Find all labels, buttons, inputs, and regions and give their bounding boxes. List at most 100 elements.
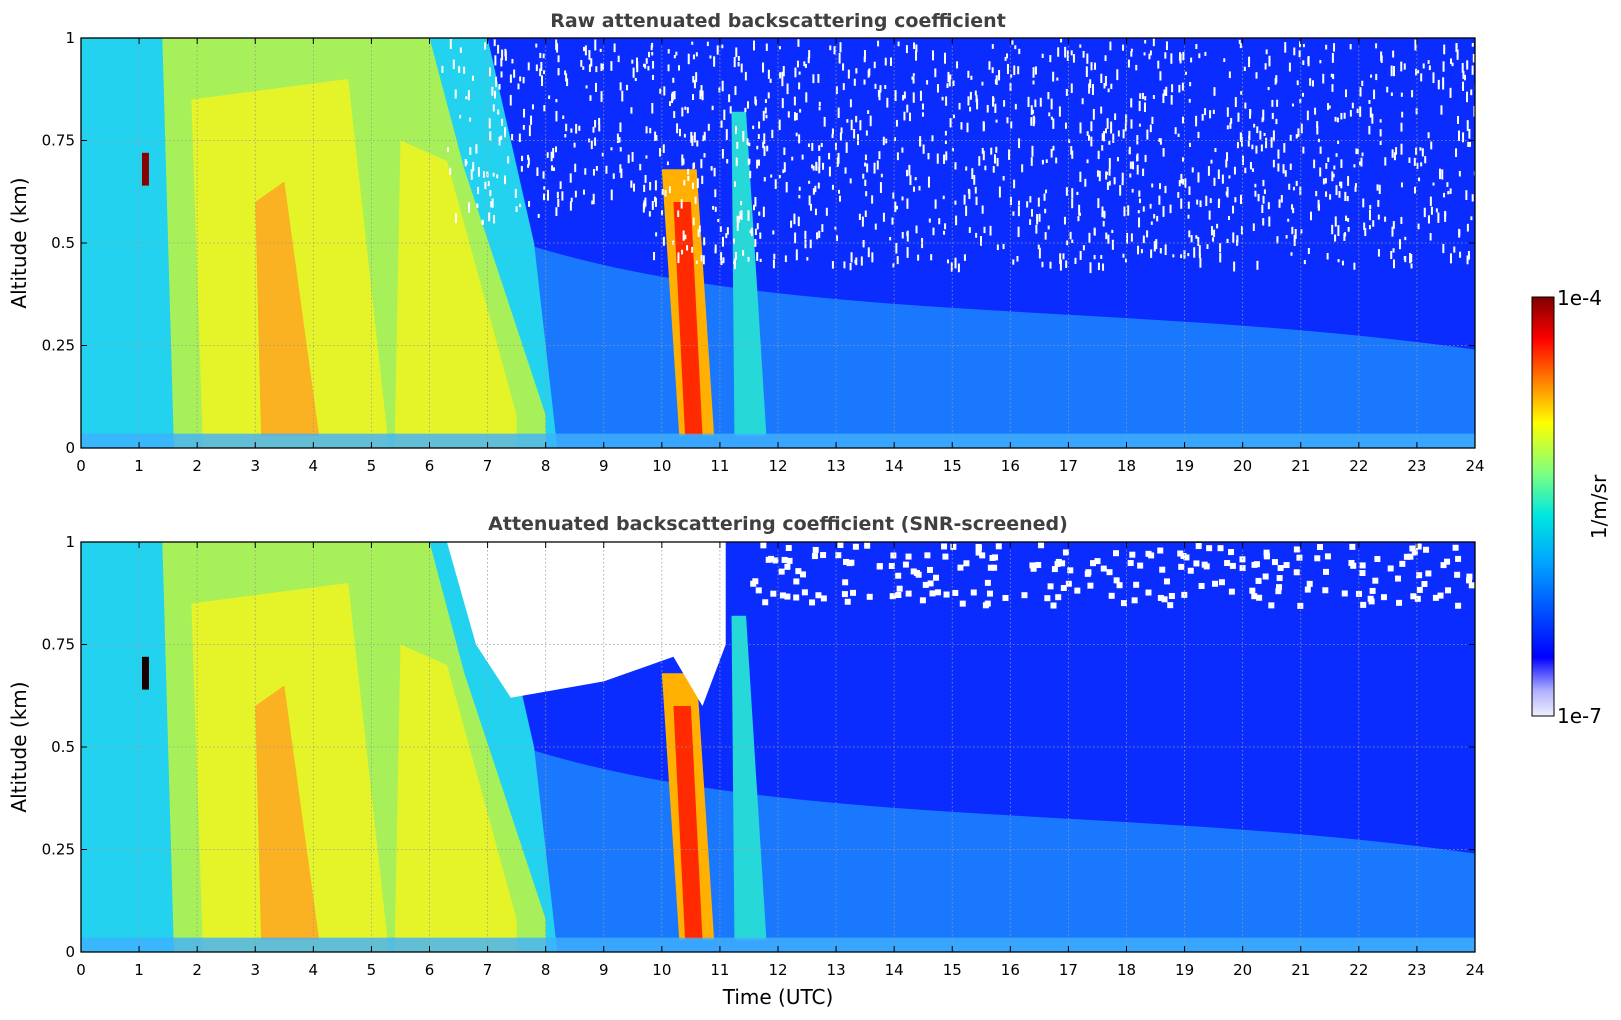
noise-pixel	[477, 186, 480, 194]
noise-pixel	[831, 133, 834, 139]
noise-pixel	[542, 171, 545, 179]
noise-pixel	[1247, 140, 1250, 147]
noise-pixel	[1340, 159, 1343, 168]
noise-pixel	[1130, 233, 1133, 242]
noise-pixel	[762, 62, 765, 73]
noise-pixel	[1239, 194, 1242, 205]
noise-pixel	[1437, 212, 1440, 223]
noise-pixel	[1216, 223, 1219, 229]
noise-pixel	[1102, 220, 1105, 227]
noise-pixel	[463, 66, 466, 74]
screened-pixel	[1440, 562, 1447, 569]
noise-pixel	[487, 181, 490, 187]
noise-pixel	[1162, 93, 1165, 104]
noise-pixel	[1232, 232, 1235, 243]
noise-pixel	[601, 63, 604, 70]
noise-pixel	[1008, 149, 1011, 160]
noise-pixel	[1354, 186, 1357, 192]
noise-pixel	[1376, 184, 1379, 191]
noise-pixel	[564, 70, 567, 76]
noise-pixel	[1300, 123, 1303, 134]
noise-pixel	[1002, 175, 1005, 181]
noise-pixel	[950, 262, 953, 272]
screened-pixel	[1161, 596, 1168, 603]
noise-pixel	[1238, 39, 1241, 44]
noise-pixel	[783, 162, 786, 173]
noise-pixel	[1018, 48, 1021, 55]
noise-pixel	[734, 86, 737, 96]
noise-pixel	[575, 123, 578, 134]
noise-pixel	[1409, 252, 1412, 264]
field-fog-peak	[255, 685, 320, 940]
noise-pixel	[720, 260, 723, 266]
noise-pixel	[934, 68, 937, 78]
noise-pixel	[543, 193, 546, 201]
noise-pixel	[1361, 152, 1364, 157]
noise-pixel	[486, 174, 489, 178]
noise-pixel	[974, 90, 977, 96]
noise-pixel	[809, 239, 812, 249]
noise-pixel	[1014, 45, 1017, 50]
noise-pixel	[906, 169, 909, 177]
noise-pixel	[498, 84, 501, 90]
noise-pixel	[454, 89, 457, 99]
screened-pixel	[1217, 545, 1224, 552]
noise-pixel	[1212, 109, 1215, 114]
screened-pixel	[1262, 573, 1269, 580]
field-plume-1130	[731, 615, 767, 940]
x-tick-label: 19	[1175, 457, 1194, 475]
noise-pixel	[850, 252, 853, 263]
noise-pixel	[1291, 103, 1294, 107]
noise-pixel	[500, 135, 503, 141]
noise-pixel	[1346, 195, 1349, 202]
noise-pixel	[1349, 43, 1352, 50]
noise-pixel	[833, 46, 836, 55]
x-tick-label: 9	[599, 961, 609, 979]
screened-pixel	[809, 599, 816, 606]
noise-pixel	[555, 111, 558, 122]
noise-pixel	[701, 175, 704, 185]
noise-pixel	[893, 137, 896, 142]
noise-pixel	[618, 137, 621, 143]
noise-pixel	[864, 210, 867, 218]
noise-pixel	[1106, 118, 1109, 129]
noise-pixel	[1116, 157, 1119, 162]
noise-pixel	[1302, 60, 1305, 66]
noise-pixel	[654, 197, 657, 207]
noise-pixel	[791, 156, 794, 161]
screened-pixel	[1131, 597, 1138, 604]
noise-pixel	[1451, 62, 1454, 67]
noise-pixel	[648, 211, 651, 217]
screened-pixel	[1368, 598, 1375, 605]
noise-pixel	[682, 158, 685, 165]
noise-pixel	[884, 57, 887, 66]
screened-pixel	[1263, 553, 1270, 560]
noise-pixel	[1100, 106, 1103, 114]
noise-pixel	[1268, 55, 1271, 67]
noise-pixel	[894, 90, 897, 102]
noise-pixel	[1171, 84, 1174, 93]
x-tick-label: 6	[425, 961, 435, 979]
noise-pixel	[739, 210, 742, 219]
noise-pixel	[1325, 163, 1328, 169]
noise-pixel	[749, 170, 752, 179]
noise-pixel	[1359, 161, 1362, 166]
y-tick-label: 0.25	[42, 841, 75, 859]
noise-pixel	[908, 112, 911, 122]
noise-pixel	[1052, 118, 1055, 129]
noise-pixel	[1136, 164, 1139, 175]
noise-pixel	[707, 123, 710, 131]
screened-pixel	[1324, 553, 1331, 560]
noise-pixel	[1443, 44, 1446, 55]
noise-pixel	[1103, 82, 1106, 89]
noise-pixel	[660, 210, 663, 216]
noise-pixel	[1172, 254, 1175, 258]
noise-pixel	[1297, 128, 1300, 137]
noise-pixel	[1317, 203, 1320, 210]
screened-pixel	[890, 552, 897, 559]
y-axis-label: Altitude (km)	[7, 681, 31, 812]
noise-pixel	[496, 174, 499, 179]
noise-pixel	[963, 254, 966, 261]
noise-pixel	[994, 79, 997, 85]
